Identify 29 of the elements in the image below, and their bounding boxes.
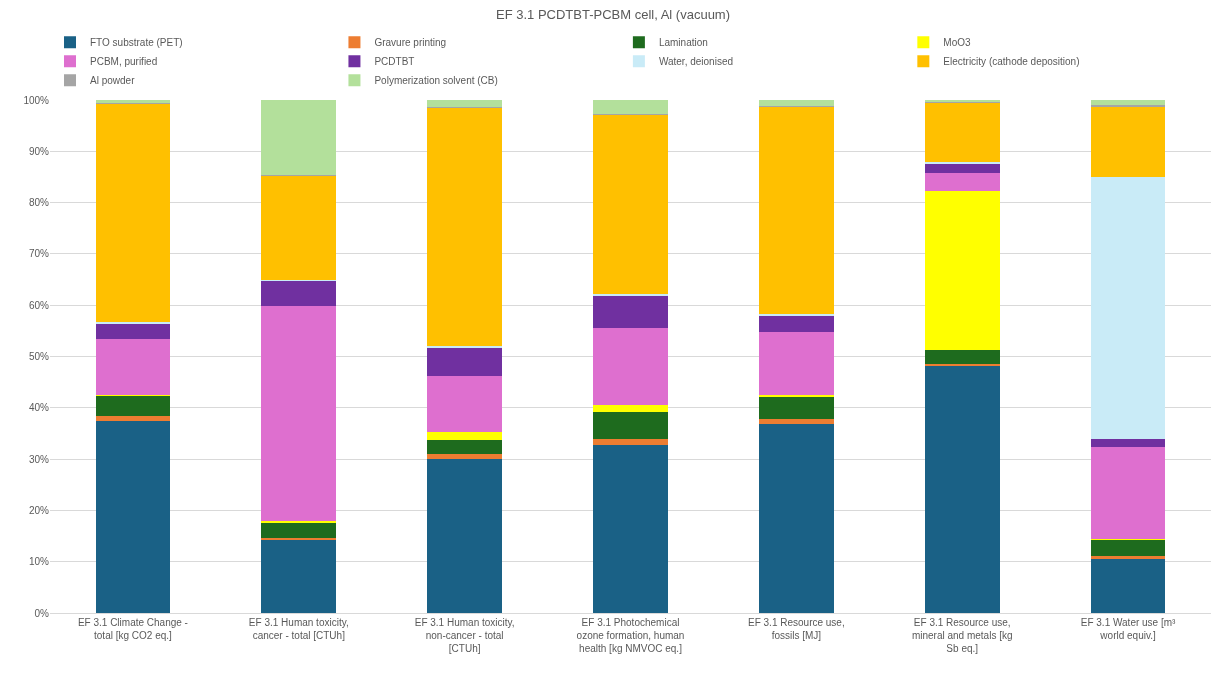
legend-label: MoO3 [943,37,971,49]
y-tick-label: 30% [28,453,50,465]
legend-label: Al powder [90,75,136,87]
x-tick-label: EF 3.1 Human toxicity, cancer - total [CTUh] [248,617,349,641]
y-tick-label: 90% [28,145,50,157]
y-tick-label: 10% [28,556,50,568]
x-tick-label: EF 3.1 Water use [m³ world equiv.] [1080,617,1177,641]
legend-label: PCBM, purified [90,56,158,68]
legend-label: PCDTBT [374,56,415,68]
x-tick-label: EF 3.1 Human toxicity, non-cancer - total [CTUh] [414,617,515,654]
y-tick-label: 60% [28,299,50,311]
chart-title: EF 3.1 PCDTBT-PCBM cell, Al (vacuum) [495,7,731,23]
x-tick-label: EF 3.1 Climate Change - total [kg CO2 eq.] [77,617,188,641]
y-tick-label: 70% [28,248,50,260]
legend-label: Lamination [658,37,708,49]
y-tick-label: 20% [28,504,50,516]
legend-label: FTO substrate (PET) [90,37,183,49]
legend-label: Polymerization solvent (CB) [374,75,498,87]
y-tick-label: 80% [28,197,50,209]
x-tick-label: EF 3.1 Photochemical ozone formation, human health [kg NMVOC eq.] [576,617,685,654]
legend-label: Water, deionised [658,56,734,68]
y-tick-label: 0% [34,607,50,619]
y-tick-label: 50% [28,351,50,362]
x-tick-label: EF 3.1 Resource use, mineral and metals [kg Sb eq.] [911,617,1013,654]
x-tick-label: EF 3.1 Resource use, fossils [MJ] [748,617,845,641]
legend-label: Electricity (cathode deposition) [943,56,1080,68]
y-tick-label: 100% [23,94,50,106]
legend-label: Gravure printing [374,37,447,49]
y-tick-label: 40% [28,402,50,414]
